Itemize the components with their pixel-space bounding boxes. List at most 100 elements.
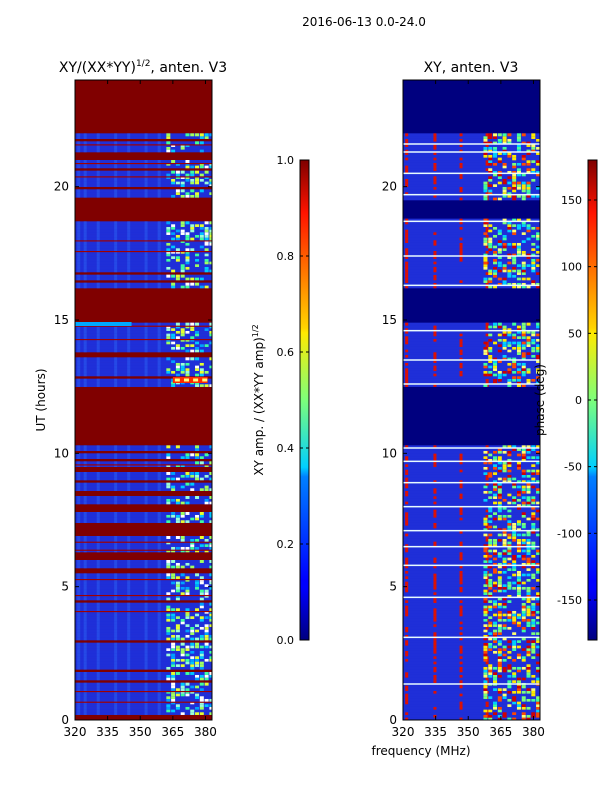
left-ylabel: UT (hours) [34,368,48,431]
phase-cell [497,533,502,537]
bright-cell [204,485,209,489]
freq-stripe [144,242,148,246]
freq-stripe [96,674,100,678]
phase-cell [507,458,512,462]
phase-cell [531,496,536,499]
freq-stripe [127,370,131,374]
phase-cell [502,354,507,358]
bright-cell [190,237,195,241]
phase-stripe [459,218,463,222]
phase-cell [497,688,502,691]
bright-cell [166,133,171,137]
freq-stripe [96,536,100,539]
data-row [75,520,212,523]
phase-stripe [459,704,463,707]
data-row [403,464,540,467]
data-row [403,608,540,611]
freq-stripe [83,221,87,225]
phase-stripe [433,256,437,259]
phase-stripe [405,480,409,483]
phase-stripe [433,333,437,337]
freq-stripe [77,184,81,187]
phase-stripe [405,237,409,241]
bright-cell [195,658,200,662]
freq-stripe [114,370,118,374]
phase-cell [483,642,488,646]
phase-stripe [459,648,463,651]
freq-stripe [144,645,148,649]
freq-stripe [96,586,100,590]
freq-stripe [144,581,148,585]
freq-stripe [96,648,100,651]
freq-stripe [127,586,131,590]
phase-stripe [485,168,489,171]
phase-stripe [433,274,437,278]
phase-cell [512,618,517,622]
phase-cell [512,485,517,489]
phase-cell [493,250,498,254]
phase-cell [497,648,502,651]
freq-stripe [114,266,118,270]
freq-stripe [157,269,161,273]
freq-stripe [83,512,87,515]
phase-cell [507,282,512,286]
phase-cell [521,346,526,350]
bright-cell [180,653,185,657]
data-row [403,536,540,539]
freq-stripe [157,621,161,625]
data-row [403,565,540,569]
data-row [75,370,212,374]
phase-cell [507,680,512,683]
y-tick-label: 10 [54,446,69,460]
phase-cell [497,610,502,614]
freq-stripe [96,333,100,337]
bright-cell [175,229,180,233]
phase-cell [507,344,512,347]
data-row [75,160,212,163]
phase-cell [526,624,531,627]
freq-stripe [114,648,118,651]
phase-cell [507,514,512,518]
freq-stripe [144,256,148,259]
phase-cell [502,565,507,569]
freq-stripe [157,637,161,641]
phase-cell [483,189,488,193]
data-row [75,538,212,542]
bright-cell [209,333,212,337]
phase-cell [526,490,531,494]
phase-stripe [433,645,437,649]
data-row [403,253,540,257]
freq-stripe [157,661,161,665]
bright-cell [199,173,204,177]
phase-cell [507,576,512,579]
phase-stripe [459,226,463,230]
phase-cell [502,194,507,198]
freq-stripe [77,661,81,665]
right-axes-frame [402,79,541,721]
freq-stripe [83,133,87,137]
freq-stripe [127,277,131,281]
hot-event-core [202,378,208,382]
phase-cell [497,181,502,185]
data-row [403,368,540,371]
bright-cell [199,136,204,139]
freq-stripe [114,456,118,459]
phase-cell [521,221,526,225]
phase-cell [497,597,502,601]
red-row [75,610,212,613]
freq-stripe [144,245,148,249]
bright-cell [166,258,171,262]
phase-cell [483,184,488,187]
phase-stripe [459,245,463,249]
data-row [403,269,540,273]
freq-stripe [83,536,87,539]
freq-stripe [96,253,100,257]
freq-stripe [157,256,161,259]
data-row [403,173,540,177]
data-row [75,584,212,587]
phase-stripe [405,560,409,563]
phase-stripe [405,370,409,374]
freq-stripe [127,378,131,382]
red-row [75,690,212,693]
bright-cell [171,285,176,289]
